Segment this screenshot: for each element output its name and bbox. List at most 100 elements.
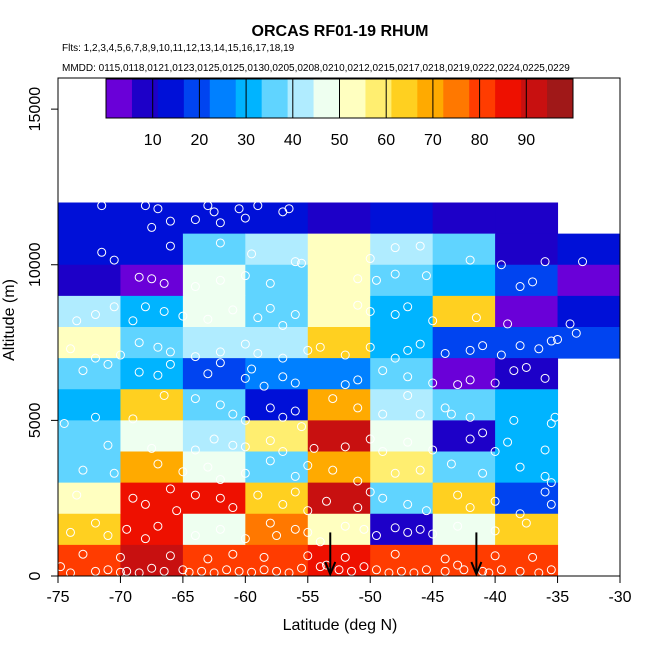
sample-point (303, 551, 313, 561)
sample-point (390, 353, 400, 363)
sample-point (340, 380, 350, 390)
heatmap-cell (557, 233, 621, 266)
heatmap-cell (495, 327, 559, 359)
sample-point (165, 551, 175, 561)
heatmap-cell (245, 513, 309, 546)
sample-point (496, 350, 506, 360)
sample-point (390, 549, 400, 559)
heatmap-cell (432, 295, 496, 328)
sample-point (65, 344, 75, 354)
x-tick-label: -35 (546, 589, 569, 606)
sample-point (190, 445, 200, 455)
sample-point (446, 409, 456, 419)
heatmap-cell (307, 264, 371, 297)
heatmap-cell (245, 482, 309, 515)
sample-point (378, 447, 388, 456)
heatmap-cell (557, 295, 621, 328)
heatmap-cell (307, 295, 371, 328)
sample-point (190, 282, 200, 292)
sample-point (134, 338, 144, 348)
sample-point (478, 566, 488, 576)
sample-point (109, 468, 119, 478)
sample-point (190, 215, 200, 225)
sample-point (122, 524, 132, 534)
sample-point (153, 521, 163, 531)
sample-point (496, 260, 506, 270)
sample-point (471, 313, 481, 323)
sample-point (315, 342, 325, 352)
sample-point (240, 373, 250, 383)
sample-point (515, 566, 525, 576)
sample-point (365, 306, 375, 316)
sample-point (265, 518, 275, 528)
sample-point (215, 218, 225, 228)
sample-point (153, 342, 163, 352)
sample-point (259, 565, 269, 575)
sample-point (371, 275, 381, 285)
sample-point (284, 568, 294, 578)
sample-point (509, 366, 519, 376)
sample-point (153, 459, 163, 469)
sample-point (153, 204, 163, 214)
sample-point (153, 370, 163, 380)
sample-point (303, 527, 313, 537)
plot-frame (57, 77, 621, 577)
sample-point (215, 275, 225, 285)
sample-point (322, 496, 332, 506)
sample-point (128, 414, 138, 424)
colorbar-segment (339, 79, 366, 118)
sample-point (215, 238, 225, 248)
sample-point (378, 493, 388, 503)
colorbar-tick-label: 20 (191, 132, 209, 149)
heatmap-cell (307, 389, 371, 421)
sample-point (428, 378, 438, 388)
heatmap-cell (120, 451, 184, 484)
sample-point (178, 565, 188, 575)
sample-point (134, 568, 144, 578)
flights-label: Flts: 1,2,3,4,5,6,7,8,9,10,11,12,13,14,1… (62, 43, 295, 54)
sample-point (496, 565, 506, 575)
heatmap-cell (307, 233, 371, 266)
colorbar-segment (417, 79, 444, 118)
sample-point (165, 359, 175, 369)
colorbar-tick-label: 90 (517, 132, 535, 149)
sample-point (390, 523, 400, 533)
heatmap-cell (495, 358, 559, 390)
colorbar-segment (157, 79, 185, 118)
heatmap-cell (495, 482, 559, 515)
sample-point (484, 568, 494, 578)
sample-point (278, 320, 288, 330)
heatmap-cell (432, 451, 496, 484)
sample-point (228, 549, 238, 559)
sample-point (440, 403, 450, 413)
heatmap-cell (307, 327, 371, 359)
sample-point (403, 499, 413, 509)
sample-point (365, 342, 375, 352)
sample-point (428, 445, 438, 455)
sample-point (215, 358, 225, 368)
colorbar-segment (495, 79, 522, 118)
x-tick-label: -60 (234, 589, 257, 606)
heatmap-cell (495, 389, 559, 421)
heatmap-cell (307, 513, 371, 546)
heatmap-cell (245, 295, 309, 328)
sample-point (403, 437, 413, 447)
colorbar-segment (391, 79, 418, 118)
sample-point (59, 418, 69, 428)
heatmap-cell (495, 202, 559, 235)
sample-point (78, 366, 88, 376)
sample-point (546, 499, 556, 509)
sample-point (90, 412, 100, 422)
sample-point (359, 524, 369, 534)
sample-point (390, 243, 400, 253)
heatmap-cell (182, 295, 246, 328)
sample-point (297, 563, 307, 573)
sample-point (159, 566, 169, 576)
heatmap-cell (58, 544, 121, 577)
sample-point (378, 366, 388, 376)
sample-points (55, 201, 588, 578)
heatmap-cell (58, 295, 121, 328)
sample-point (546, 478, 556, 488)
sample-point (159, 390, 169, 400)
sample-point (55, 562, 65, 572)
